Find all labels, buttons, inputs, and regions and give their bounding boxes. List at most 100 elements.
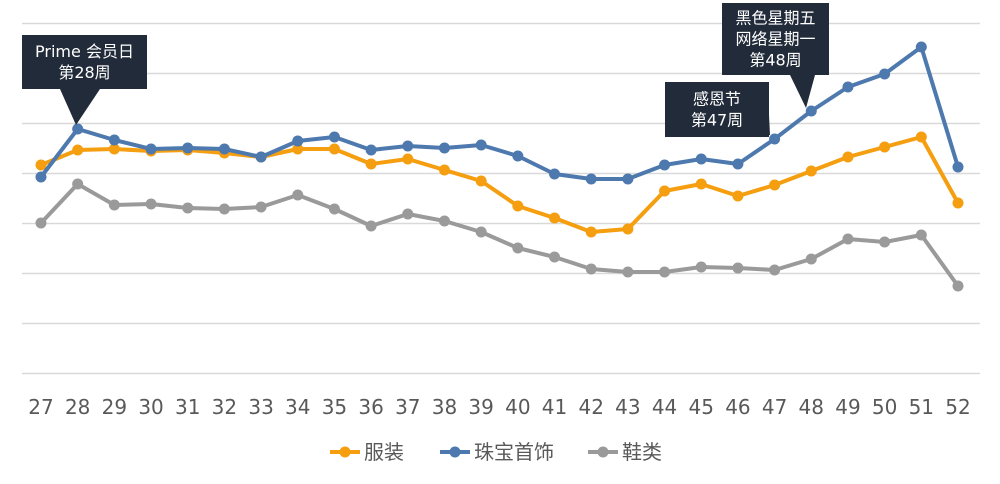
data-point [35, 159, 47, 171]
legend-item: 珠宝首饰 [440, 440, 554, 464]
data-point [842, 151, 854, 163]
data-point [438, 142, 450, 154]
data-point [549, 212, 561, 224]
x-tick-label: 32 [212, 395, 237, 419]
callout-text: 黑色星期五 [735, 9, 815, 28]
series-2 [35, 178, 964, 292]
x-tick-label: 52 [945, 395, 970, 419]
x-tick-label: 47 [762, 395, 787, 419]
data-point [182, 202, 194, 214]
data-point [585, 226, 597, 238]
callout-pointer [744, 115, 770, 137]
data-point [365, 220, 377, 232]
data-point [402, 140, 414, 152]
data-point [769, 264, 781, 276]
x-tick-label: 34 [285, 395, 310, 419]
callout-box [665, 82, 769, 137]
x-tick-label: 30 [138, 395, 163, 419]
data-point [585, 173, 597, 185]
data-point [842, 81, 854, 93]
x-tick-label: 42 [578, 395, 603, 419]
data-point [549, 251, 561, 263]
data-point [108, 134, 120, 146]
callout-text: 第47周 [691, 111, 743, 130]
data-point [622, 173, 634, 185]
data-point [769, 179, 781, 191]
data-point [255, 201, 267, 213]
data-point [365, 158, 377, 170]
x-tick-label: 39 [468, 395, 493, 419]
data-point [292, 143, 304, 155]
data-point [512, 150, 524, 162]
x-tick-label: 29 [102, 395, 127, 419]
x-tick-label: 37 [395, 395, 420, 419]
callout-text: 第48周 [749, 51, 801, 70]
data-point [622, 266, 634, 278]
legend-label: 珠宝首饰 [474, 440, 554, 464]
data-point [805, 253, 817, 265]
legend-item: 服装 [330, 440, 404, 464]
data-point [879, 68, 891, 80]
data-point [549, 168, 561, 180]
x-tick-label: 33 [248, 395, 273, 419]
data-point [512, 242, 524, 254]
data-point [952, 280, 964, 292]
data-point [402, 153, 414, 165]
data-point [328, 143, 340, 155]
callout-text: 网络星期一 [735, 30, 815, 49]
data-point [915, 229, 927, 241]
legend-item: 鞋类 [588, 440, 662, 464]
x-tick-label: 49 [835, 395, 860, 419]
x-tick-label: 43 [615, 395, 640, 419]
data-point [365, 144, 377, 156]
callout-pointer [60, 89, 100, 125]
x-tick-label: 48 [799, 395, 824, 419]
data-point [145, 198, 157, 210]
data-point [695, 178, 707, 190]
data-point [732, 190, 744, 202]
data-point [402, 208, 414, 220]
data-point [438, 215, 450, 227]
data-point [35, 171, 47, 183]
data-point [732, 158, 744, 170]
legend-label: 服装 [364, 440, 404, 464]
data-point [695, 261, 707, 273]
data-point [805, 165, 817, 177]
data-point [218, 203, 230, 215]
data-point [879, 141, 891, 153]
data-point [952, 161, 964, 173]
data-point [108, 143, 120, 155]
data-point [659, 159, 671, 171]
data-point [915, 41, 927, 53]
data-point [328, 131, 340, 143]
data-point [292, 189, 304, 201]
legend-marker [449, 446, 461, 458]
data-point [842, 233, 854, 245]
series-0 [35, 131, 964, 238]
x-tick-label: 44 [652, 395, 677, 419]
data-point [255, 151, 267, 163]
data-point [659, 266, 671, 278]
data-point [475, 226, 487, 238]
x-tick-label: 40 [505, 395, 530, 419]
callout-text: Prime 会员日 [35, 42, 134, 61]
callout-box [722, 3, 829, 75]
x-tick-label: 35 [322, 395, 347, 419]
legend-marker [597, 446, 609, 458]
data-point [72, 123, 84, 135]
data-point [292, 135, 304, 147]
data-point [659, 185, 671, 197]
data-point [695, 153, 707, 165]
x-tick-label: 50 [872, 395, 897, 419]
legend-label: 鞋类 [622, 440, 662, 464]
legend-marker [339, 446, 351, 458]
series-line [40, 135, 960, 234]
data-point [805, 105, 817, 117]
data-point [952, 197, 964, 209]
data-point [72, 144, 84, 156]
data-point [475, 175, 487, 187]
